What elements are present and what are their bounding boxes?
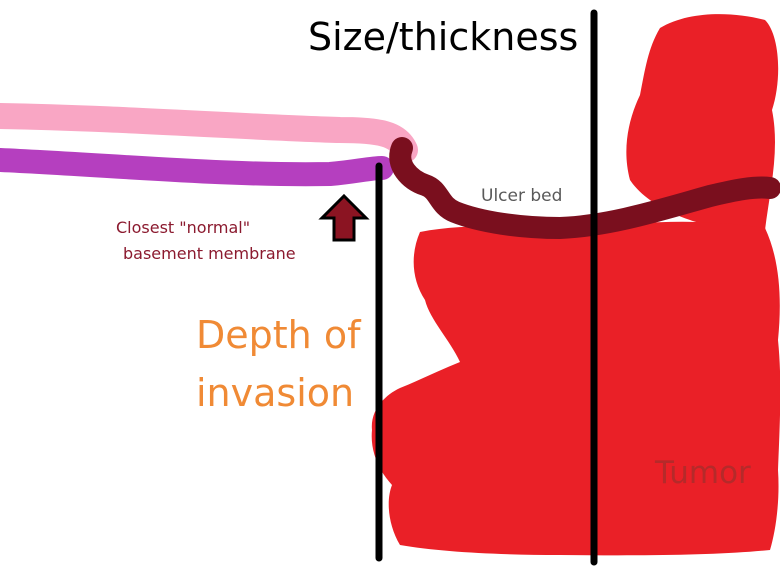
ulcer-bed-label: Ulcer bed	[481, 186, 563, 206]
depth-of-invasion-label-line1: Depth of	[196, 313, 361, 357]
up-arrow-icon	[318, 193, 370, 242]
closest-normal-label-line2: basement membrane	[123, 244, 296, 263]
ulcer-bed	[389, 137, 780, 239]
tumor-mass	[371, 14, 780, 556]
size-thickness-label: Size/thickness	[308, 15, 579, 59]
closest-normal-label-line1: Closest "normal"	[116, 218, 251, 237]
tumor-lower-body	[371, 221, 780, 556]
epithelium-layer	[0, 103, 418, 163]
depth-of-invasion-label-line2: invasion	[196, 371, 355, 415]
tumor-upper-column	[626, 14, 779, 233]
basement-membrane	[0, 148, 394, 187]
tumor-label: Tumor	[655, 455, 751, 491]
